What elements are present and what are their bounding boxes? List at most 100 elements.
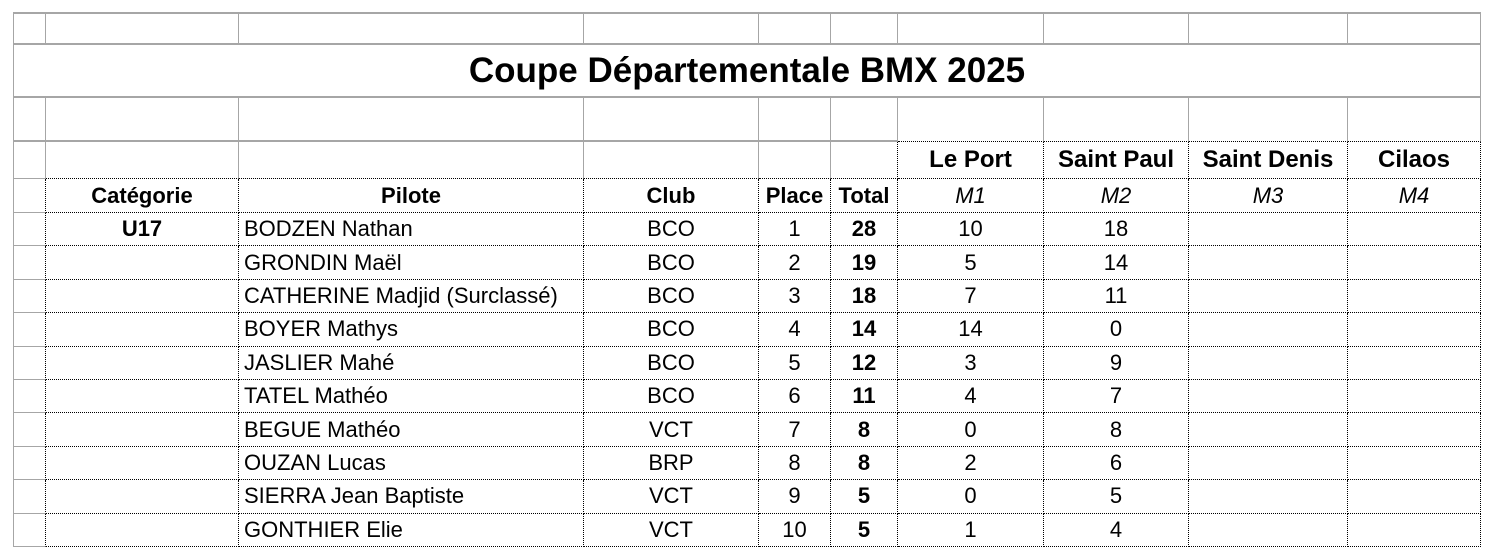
cell-m3[interactable]	[1189, 379, 1348, 414]
cell-m3[interactable]	[1189, 413, 1348, 447]
cell-total[interactable]: 11	[831, 379, 898, 414]
cell-m4[interactable]	[1348, 480, 1481, 514]
cell-categorie[interactable]	[46, 313, 239, 347]
cell-categorie[interactable]	[46, 379, 239, 414]
cell-m2[interactable]: 5	[1044, 480, 1189, 514]
cell-place[interactable]: 5	[759, 346, 831, 380]
cell-place[interactable]: 4	[759, 313, 831, 347]
cell-total[interactable]: 19	[831, 246, 898, 280]
cell-m1[interactable]: 0	[898, 413, 1044, 447]
cell-m4[interactable]	[1348, 446, 1481, 481]
cell-club[interactable]: BRP	[584, 446, 759, 481]
cell-m4[interactable]	[1348, 513, 1481, 547]
cell-m4[interactable]	[1348, 213, 1481, 247]
cell-place[interactable]: 3	[759, 279, 831, 314]
column-header-pilote[interactable]: Pilote	[239, 179, 584, 213]
column-header-categorie[interactable]: Catégorie	[46, 179, 239, 213]
cell-m1[interactable]: 0	[898, 480, 1044, 514]
cell-m2[interactable]: 14	[1044, 246, 1189, 280]
cell-club[interactable]: VCT	[584, 480, 759, 514]
cell-club[interactable]: VCT	[584, 413, 759, 447]
column-header-total[interactable]: Total	[831, 179, 898, 213]
cell-total[interactable]: 12	[831, 346, 898, 380]
cell-pilote[interactable]: GONTHIER Elie	[239, 513, 584, 547]
cell-club[interactable]: BCO	[584, 346, 759, 380]
cell-m2[interactable]: 7	[1044, 379, 1189, 414]
cell-m2[interactable]: 6	[1044, 446, 1189, 481]
cell-m3[interactable]	[1189, 513, 1348, 547]
cell-m3[interactable]	[1189, 213, 1348, 247]
cell-total[interactable]: 8	[831, 446, 898, 481]
cell-categorie[interactable]	[46, 279, 239, 314]
cell-m3[interactable]	[1189, 246, 1348, 280]
cell-total[interactable]: 14	[831, 313, 898, 347]
cell-m4[interactable]	[1348, 279, 1481, 314]
venue-header-saint-denis[interactable]: Saint Denis	[1189, 142, 1348, 179]
cell-pilote[interactable]: BOYER Mathys	[239, 313, 584, 347]
cell-total[interactable]: 28	[831, 213, 898, 247]
sheet-title[interactable]: Coupe Départementale BMX 2025	[14, 45, 1481, 98]
column-header-club[interactable]: Club	[584, 179, 759, 213]
cell-m3[interactable]	[1189, 279, 1348, 314]
cell-m4[interactable]	[1348, 379, 1481, 414]
cell-m2[interactable]: 4	[1044, 513, 1189, 547]
cell-m1[interactable]: 2	[898, 446, 1044, 481]
cell-m4[interactable]	[1348, 346, 1481, 380]
cell-pilote[interactable]: BEGUE Mathéo	[239, 413, 584, 447]
cell-pilote[interactable]: OUZAN Lucas	[239, 446, 584, 481]
column-header-m3[interactable]: M3	[1189, 179, 1348, 213]
cell-m1[interactable]: 4	[898, 379, 1044, 414]
cell-pilote[interactable]: CATHERINE Madjid (Surclassé)	[239, 279, 584, 314]
column-header-place[interactable]: Place	[759, 179, 831, 213]
cell-club[interactable]: BCO	[584, 246, 759, 280]
cell-total[interactable]: 5	[831, 480, 898, 514]
cell-club[interactable]: BCO	[584, 213, 759, 247]
cell-m3[interactable]	[1189, 313, 1348, 347]
cell-club[interactable]: VCT	[584, 513, 759, 547]
cell-categorie[interactable]	[46, 346, 239, 380]
cell-m2[interactable]: 18	[1044, 213, 1189, 247]
cell-total[interactable]: 8	[831, 413, 898, 447]
venue-header-le-port[interactable]: Le Port	[898, 142, 1044, 179]
cell-place[interactable]: 2	[759, 246, 831, 280]
cell-club[interactable]: BCO	[584, 379, 759, 414]
cell-m2[interactable]: 11	[1044, 279, 1189, 314]
cell-m3[interactable]	[1189, 480, 1348, 514]
cell-m2[interactable]: 9	[1044, 346, 1189, 380]
cell-m3[interactable]	[1189, 446, 1348, 481]
cell-place[interactable]: 6	[759, 379, 831, 414]
cell-categorie[interactable]: U17	[46, 213, 239, 247]
cell-club[interactable]: BCO	[584, 279, 759, 314]
cell-m3[interactable]	[1189, 346, 1348, 380]
cell-m1[interactable]: 1	[898, 513, 1044, 547]
column-header-m4[interactable]: M4	[1348, 179, 1481, 213]
cell-place[interactable]: 7	[759, 413, 831, 447]
cell-total[interactable]: 5	[831, 513, 898, 547]
cell-m4[interactable]	[1348, 413, 1481, 447]
column-header-m1[interactable]: M1	[898, 179, 1044, 213]
cell-pilote[interactable]: SIERRA Jean Baptiste	[239, 480, 584, 514]
cell-place[interactable]: 10	[759, 513, 831, 547]
cell-place[interactable]: 1	[759, 213, 831, 247]
cell-categorie[interactable]	[46, 446, 239, 481]
cell-m2[interactable]: 0	[1044, 313, 1189, 347]
cell-m4[interactable]	[1348, 246, 1481, 280]
column-header-m2[interactable]: M2	[1044, 179, 1189, 213]
cell-categorie[interactable]	[46, 246, 239, 280]
cell-place[interactable]: 9	[759, 480, 831, 514]
cell-m1[interactable]: 7	[898, 279, 1044, 314]
cell-categorie[interactable]	[46, 480, 239, 514]
venue-header-saint-paul[interactable]: Saint Paul	[1044, 142, 1189, 179]
cell-pilote[interactable]: JASLIER Mahé	[239, 346, 584, 380]
venue-header-cilaos[interactable]: Cilaos	[1348, 142, 1481, 179]
cell-m2[interactable]: 8	[1044, 413, 1189, 447]
cell-pilote[interactable]: TATEL Mathéo	[239, 379, 584, 414]
cell-place[interactable]: 8	[759, 446, 831, 481]
cell-m1[interactable]: 3	[898, 346, 1044, 380]
cell-m1[interactable]: 14	[898, 313, 1044, 347]
cell-categorie[interactable]	[46, 513, 239, 547]
cell-pilote[interactable]: BODZEN Nathan	[239, 213, 584, 247]
cell-total[interactable]: 18	[831, 279, 898, 314]
cell-m1[interactable]: 5	[898, 246, 1044, 280]
cell-club[interactable]: BCO	[584, 313, 759, 347]
